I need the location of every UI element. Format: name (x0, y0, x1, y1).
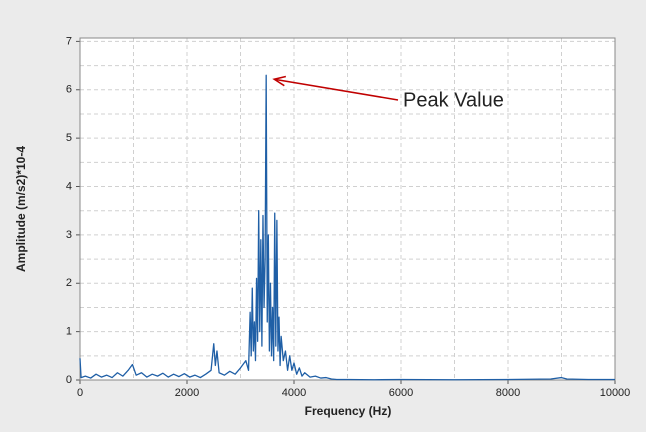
y-tick-label: 6 (66, 84, 72, 96)
x-tick-label: 0 (77, 387, 83, 399)
spectrum-line (79, 74, 615, 381)
x-axis-label: Frequency (Hz) (305, 404, 392, 418)
annotation-text: Peak Value (403, 89, 504, 111)
x-tick-label: 10000 (600, 387, 631, 399)
x-tick-label: 4000 (282, 387, 306, 399)
y-tick-label: 3 (66, 229, 72, 241)
y-tick-label: 7 (66, 35, 72, 47)
y-tick-label: 0 (66, 374, 72, 386)
y-tick-label: 2 (66, 277, 72, 289)
y-tick-label: 5 (66, 132, 72, 144)
x-tick-label: 8000 (496, 387, 520, 399)
y-tick-label: 1 (66, 326, 72, 338)
x-tick-label: 6000 (389, 387, 413, 399)
x-tick-label: 2000 (175, 387, 199, 399)
annotation-arrowhead (272, 75, 287, 87)
annotation-arrow (274, 78, 399, 101)
y-tick-label: 4 (66, 180, 72, 192)
y-axis-label: Amplitude (m/s2)*10-4 (14, 146, 28, 272)
